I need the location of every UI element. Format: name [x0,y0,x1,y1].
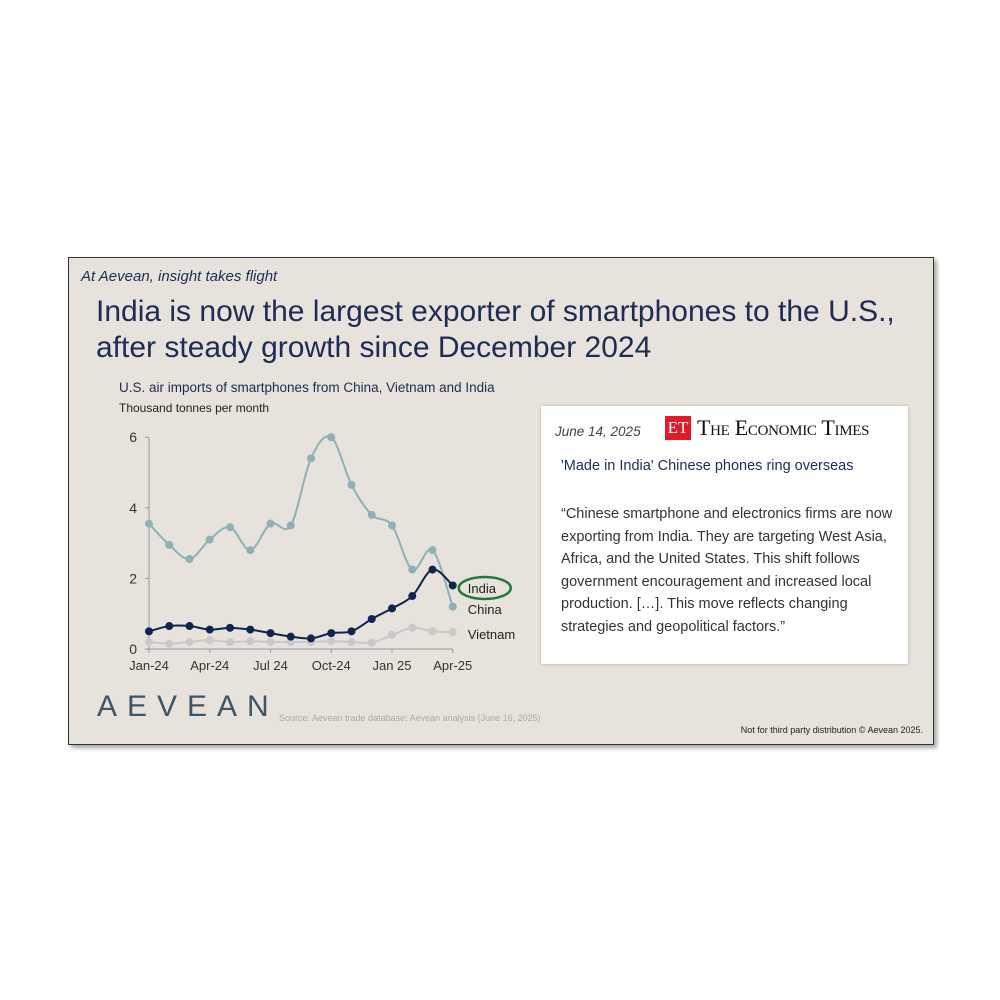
news-quote: “Chinese smartphone and electronics firm… [561,506,893,635]
china-point [266,519,275,528]
china-point [367,510,376,519]
vietnam-point [408,623,417,632]
india-point [388,604,396,613]
highlight-circle [457,575,512,601]
x-tick-label: Jan 25 [372,658,411,673]
india-line [148,568,454,640]
vietnam-point [388,630,396,639]
news-headline: 'Made in India' Chinese phones ring over… [561,458,854,474]
india-point [347,627,356,636]
chart-title: U.S. air imports of smartphones from Chi… [119,380,495,395]
india-point [286,632,295,641]
tagline: At Aevean, insight takes flight [81,268,278,285]
y-tick-label: 6 [129,429,137,445]
x-tick-label: Jul 24 [253,658,288,673]
vietnam-line [148,626,453,645]
china-point [226,523,234,532]
news-card: June 14, 2025 ET The Economic Times 'Mad… [541,406,908,664]
chart-y-label: Thousand tonnes per month [119,401,270,415]
china-point [205,535,214,544]
vietnam-point [347,637,356,646]
india-series-label: India [468,581,497,596]
india-point [165,622,174,631]
disclaimer: Not for third party distribution © Aevea… [740,725,923,735]
india-point [327,629,336,638]
china-point [307,454,315,463]
india-point [185,622,194,631]
vietnam-point [165,639,174,648]
slide-title: India is now the largest exporter of sma… [96,295,895,364]
vietnam-point [327,637,336,646]
source-note: Source: Aevean trade database; Aevean an… [279,713,541,723]
vietnam-point [428,627,437,636]
china-line [148,435,454,607]
china-series-label: China [468,602,503,617]
vietnam-point [367,638,376,647]
vietnam-point [448,628,457,637]
x-tick-label: Apr-25 [433,658,472,673]
china-point [246,546,255,555]
india-point [266,629,275,638]
news-date: June 14, 2025 [555,424,641,439]
vietnam-point [266,637,275,646]
india-point [408,592,417,601]
vietnam-point [246,637,255,646]
china-point [347,480,356,489]
x-tick-label: Jan-24 [129,658,169,673]
china-point [408,565,417,574]
india-point [307,634,315,643]
india-point [246,625,255,634]
india-point [205,625,214,634]
china-point [327,433,336,442]
x-tick-label: Oct-24 [312,658,351,673]
china-point [165,540,174,549]
y-tick-label: 0 [129,641,137,657]
y-tick-label: 2 [129,570,137,586]
india-point [367,614,376,623]
line-chart: 0 2 4 6 Jan-24 Apr-24 Jul 24 Oct-24 Jan 25 Apr-25… [129,429,515,673]
china-point [388,521,396,530]
x-tick-label: Apr-24 [190,658,229,673]
vietnam-series-label: Vietnam [468,627,515,642]
y-tick-label: 4 [129,500,137,516]
et-logo: ET [665,416,691,440]
vietnam-point [185,637,194,646]
china-point [428,546,437,555]
vietnam-point [226,637,234,646]
india-point [226,623,234,632]
india-point [428,565,437,574]
china-point [286,521,295,530]
publisher-name: The Economic Times [697,415,870,440]
slide: At Aevean, insight takes flight India is… [68,257,934,745]
india-point [448,581,457,590]
aevean-logo: AEVEAN [97,690,279,723]
vietnam-point [205,636,214,645]
china-point [185,554,194,563]
india-point [145,627,153,636]
vietnam-point [145,637,153,646]
china-point [448,602,457,611]
china-point [145,519,153,528]
